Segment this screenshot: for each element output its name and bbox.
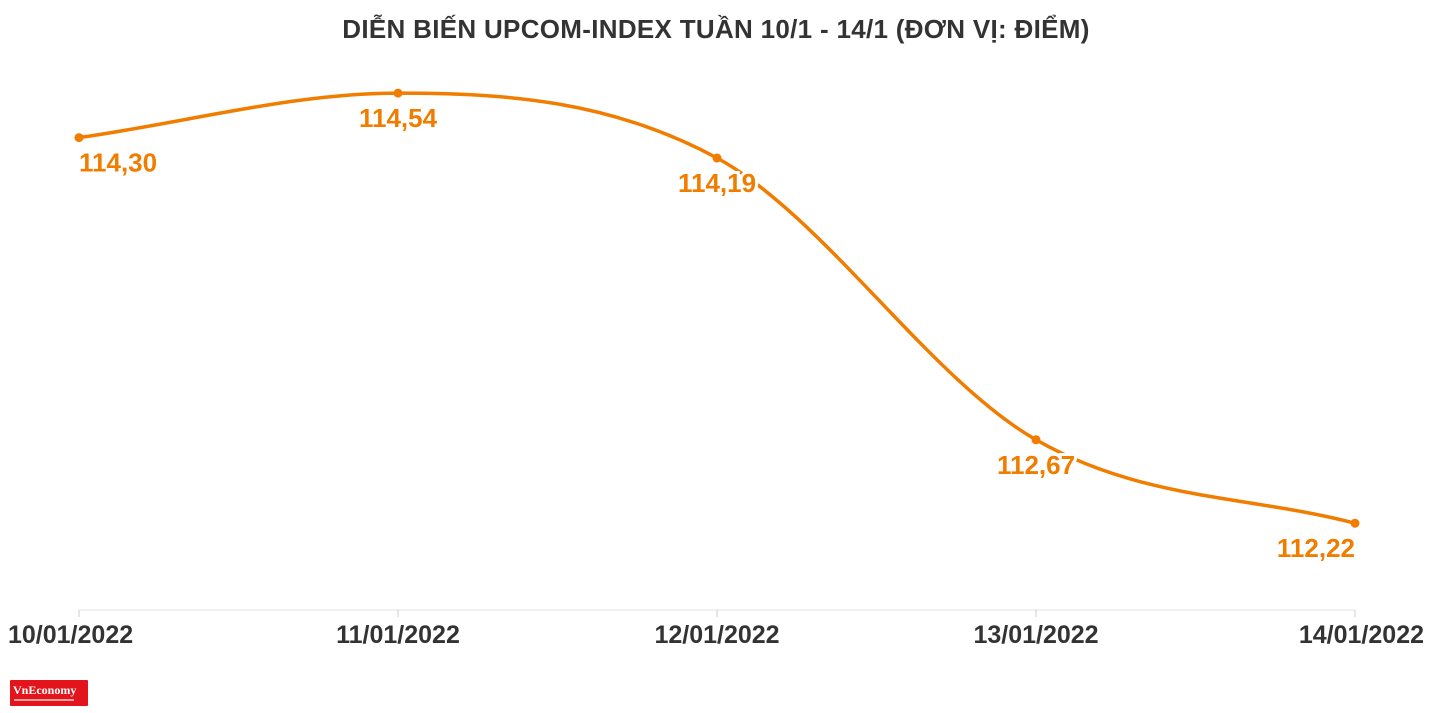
data-label: 112,22 bbox=[1277, 533, 1355, 563]
data-label: 112,67 bbox=[997, 450, 1075, 480]
data-point bbox=[712, 153, 722, 163]
x-tick-label: 12/01/2022 bbox=[654, 621, 779, 649]
x-tick-label: 14/01/2022 bbox=[1299, 621, 1424, 649]
data-points bbox=[74, 88, 1360, 528]
x-axis bbox=[78, 609, 1356, 617]
chart-title: DIỄN BIẾN UPCOM-INDEX TUẦN 10/1 - 14/1 (… bbox=[342, 14, 1090, 44]
x-tick-label: 10/01/2022 bbox=[8, 621, 133, 649]
vneconomy-logo: VnEconomy bbox=[10, 680, 88, 706]
data-point bbox=[74, 133, 84, 143]
x-tick-label: 11/01/2022 bbox=[336, 621, 460, 649]
x-tick-label: 13/01/2022 bbox=[973, 621, 1098, 649]
data-label: 114,54 bbox=[359, 103, 438, 133]
data-point bbox=[393, 88, 403, 98]
data-label: 114,19 bbox=[678, 168, 756, 198]
data-point bbox=[1350, 518, 1360, 528]
x-tick-labels: 10/01/2022 11/01/2022 12/01/2022 13/01/2022… bbox=[8, 621, 1424, 649]
data-point bbox=[1031, 435, 1041, 445]
data-labels: 114,30 114,54 114,19 112,67 112,22 bbox=[76, 100, 1358, 566]
data-label: 114,30 bbox=[79, 148, 157, 178]
